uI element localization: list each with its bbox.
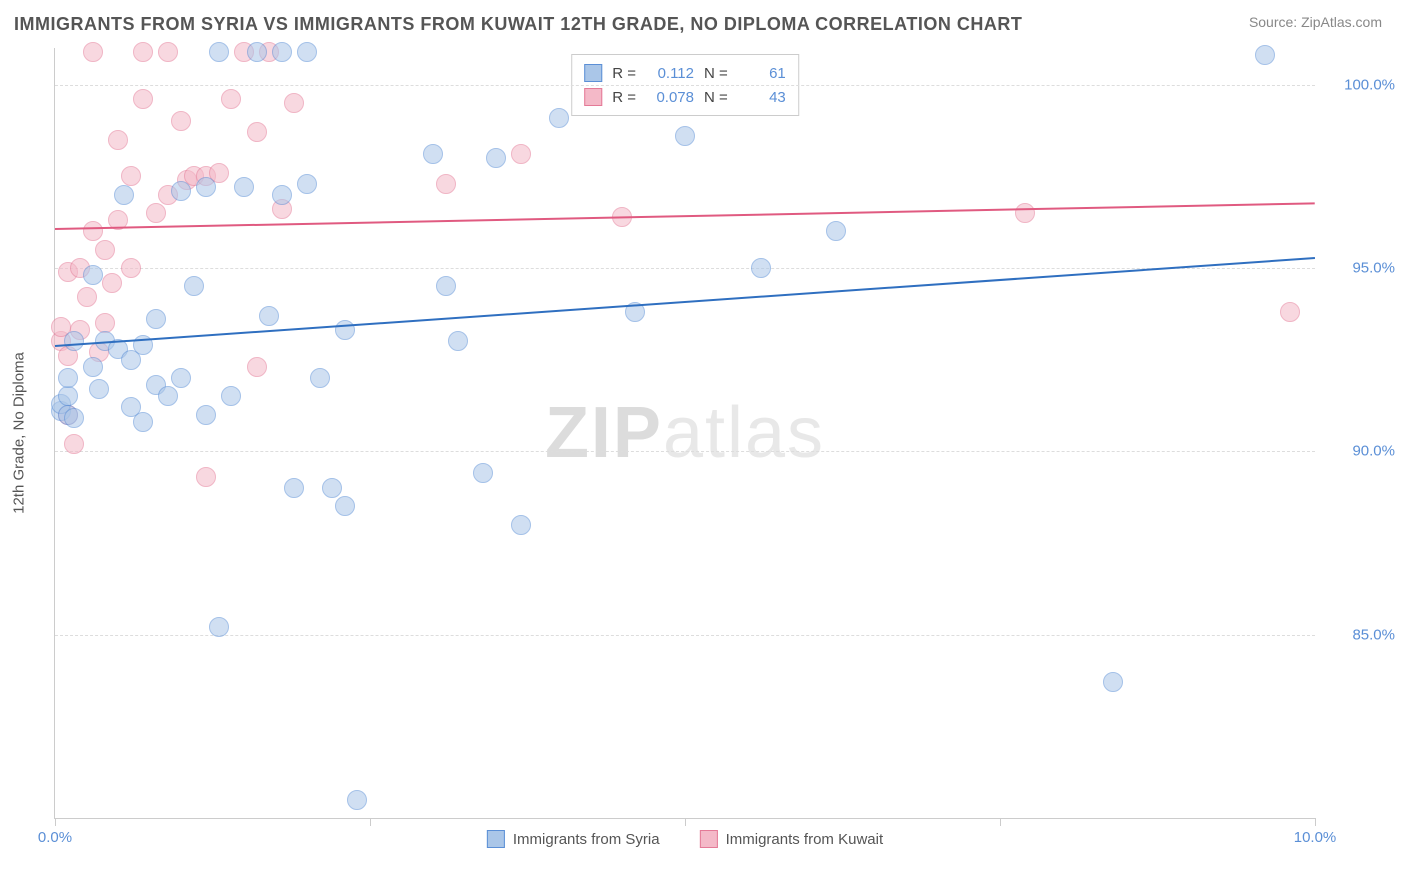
data-point-kuwait: [1280, 302, 1300, 322]
data-point-kuwait: [511, 144, 531, 164]
data-point-syria: [297, 174, 317, 194]
x-tick: [1000, 818, 1001, 826]
data-point-kuwait: [121, 258, 141, 278]
swatch-syria: [584, 64, 602, 82]
data-point-syria: [209, 617, 229, 637]
data-point-kuwait: [436, 174, 456, 194]
data-point-kuwait: [158, 42, 178, 62]
data-point-syria: [259, 306, 279, 326]
legend-item-syria: Immigrants from Syria: [487, 830, 660, 848]
chart-title: IMMIGRANTS FROM SYRIA VS IMMIGRANTS FROM…: [14, 14, 1022, 35]
data-point-kuwait: [95, 313, 115, 333]
data-point-syria: [272, 185, 292, 205]
data-point-syria: [335, 496, 355, 516]
data-point-syria: [196, 405, 216, 425]
data-point-kuwait: [247, 122, 267, 142]
data-point-kuwait: [171, 111, 191, 131]
data-point-syria: [58, 386, 78, 406]
data-point-syria: [146, 309, 166, 329]
data-point-syria: [423, 144, 443, 164]
data-point-kuwait: [83, 42, 103, 62]
data-point-syria: [549, 108, 569, 128]
x-tick: [685, 818, 686, 826]
data-point-kuwait: [247, 357, 267, 377]
data-point-syria: [284, 478, 304, 498]
data-point-syria: [751, 258, 771, 278]
y-tick-label: 85.0%: [1325, 626, 1395, 643]
swatch-syria-bottom: [487, 830, 505, 848]
data-point-syria: [221, 386, 241, 406]
y-tick-label: 95.0%: [1325, 260, 1395, 277]
data-point-syria: [83, 357, 103, 377]
data-point-syria: [64, 331, 84, 351]
source-attribution: Source: ZipAtlas.com: [1249, 14, 1382, 30]
data-point-syria: [473, 463, 493, 483]
data-point-kuwait: [146, 203, 166, 223]
data-point-syria: [1255, 45, 1275, 65]
data-point-kuwait: [102, 273, 122, 293]
data-point-kuwait: [77, 287, 97, 307]
gridline: [55, 451, 1315, 452]
data-point-kuwait: [83, 221, 103, 241]
bottom-legend: Immigrants from Syria Immigrants from Ku…: [487, 830, 883, 848]
data-point-syria: [209, 42, 229, 62]
data-point-syria: [196, 177, 216, 197]
plot-area: ZIPatlas 12th Grade, No Diploma R = 0.11…: [54, 48, 1315, 819]
data-point-syria: [310, 368, 330, 388]
legend-item-kuwait: Immigrants from Kuwait: [700, 830, 884, 848]
data-point-syria: [297, 42, 317, 62]
data-point-syria: [436, 276, 456, 296]
gridline: [55, 85, 1315, 86]
data-point-syria: [675, 126, 695, 146]
data-point-kuwait: [1015, 203, 1035, 223]
swatch-kuwait: [584, 88, 602, 106]
data-point-syria: [89, 379, 109, 399]
trend-line-syria: [55, 257, 1315, 347]
data-point-syria: [234, 177, 254, 197]
data-point-syria: [272, 42, 292, 62]
data-point-syria: [114, 185, 134, 205]
x-tick: [1315, 818, 1316, 826]
x-tick: [370, 818, 371, 826]
data-point-syria: [58, 368, 78, 388]
data-point-syria: [171, 181, 191, 201]
data-point-syria: [158, 386, 178, 406]
data-point-kuwait: [108, 130, 128, 150]
data-point-syria: [171, 368, 191, 388]
data-point-kuwait: [121, 166, 141, 186]
data-point-syria: [247, 42, 267, 62]
data-point-syria: [826, 221, 846, 241]
data-point-syria: [486, 148, 506, 168]
data-point-kuwait: [64, 434, 84, 454]
data-point-kuwait: [133, 42, 153, 62]
y-tick-label: 100.0%: [1325, 76, 1395, 93]
data-point-syria: [83, 265, 103, 285]
data-point-syria: [133, 412, 153, 432]
data-point-kuwait: [133, 89, 153, 109]
watermark: ZIPatlas: [545, 392, 825, 474]
y-axis-label: 12th Grade, No Diploma: [11, 352, 28, 514]
data-point-syria: [64, 408, 84, 428]
data-point-kuwait: [196, 467, 216, 487]
gridline: [55, 268, 1315, 269]
stats-row-kuwait: R = 0.078 N = 43: [584, 85, 786, 109]
data-point-kuwait: [221, 89, 241, 109]
data-point-kuwait: [95, 240, 115, 260]
x-tick-label: 10.0%: [1294, 829, 1337, 846]
data-point-syria: [448, 331, 468, 351]
y-tick-label: 90.0%: [1325, 443, 1395, 460]
data-point-kuwait: [284, 93, 304, 113]
swatch-kuwait-bottom: [700, 830, 718, 848]
data-point-syria: [1103, 672, 1123, 692]
data-point-syria: [511, 515, 531, 535]
stats-row-syria: R = 0.112 N = 61: [584, 61, 786, 85]
gridline: [55, 635, 1315, 636]
data-point-syria: [322, 478, 342, 498]
trend-line-kuwait: [55, 202, 1315, 230]
x-tick: [55, 818, 56, 826]
data-point-syria: [347, 790, 367, 810]
x-tick-label: 0.0%: [38, 829, 72, 846]
data-point-syria: [184, 276, 204, 296]
